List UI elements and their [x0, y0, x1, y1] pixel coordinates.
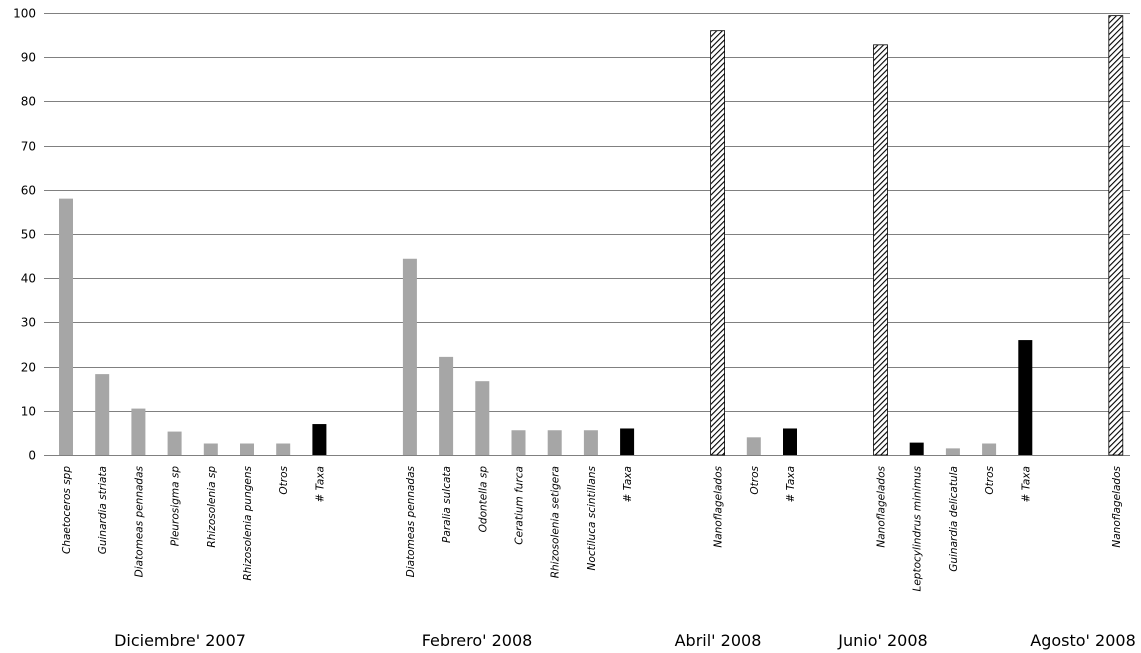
- y-tick-label: 50: [21, 228, 36, 242]
- category-label: Odontella sp: [477, 466, 489, 533]
- bar-0-1: [95, 374, 110, 455]
- category-label: # Taxa: [785, 466, 797, 503]
- bar-2-2: [783, 428, 797, 455]
- bar-2-1: [746, 437, 761, 455]
- y-tick-label: 10: [21, 405, 36, 419]
- y-tick-label: 60: [21, 184, 36, 198]
- category-label: Diatomeas pennadas: [133, 465, 145, 577]
- gridlines: [44, 13, 1130, 456]
- category-labels: Chaetoceros spp Guinardia striata Diatomea…: [61, 465, 1123, 591]
- bar-3-0: [873, 44, 888, 456]
- group-label: Junio' 2008: [837, 631, 927, 650]
- y-tick-label: 70: [21, 140, 36, 154]
- bar-1-0: [402, 258, 417, 455]
- category-label: Guinardia delicatula: [948, 466, 960, 572]
- y-tick-label: 90: [21, 51, 36, 65]
- category-label: Noctiluca scintillans: [586, 465, 598, 570]
- y-tick-label: 30: [21, 316, 36, 330]
- bar-1-4: [547, 430, 562, 455]
- bar-1-5: [583, 430, 598, 455]
- category-label: Paralia sulcata: [441, 466, 453, 543]
- category-label: Ceratium furca: [514, 466, 526, 545]
- bar-0-4: [203, 443, 218, 455]
- category-label: Leptocylindrus minimus: [912, 465, 924, 591]
- category-label: # Taxa: [1020, 466, 1032, 503]
- category-label: # Taxa: [622, 466, 634, 503]
- bar-1-6: [620, 428, 635, 455]
- category-label: Rhizosolenia pungens: [242, 465, 254, 580]
- bar-1-3: [511, 430, 526, 455]
- y-tick-label: 80: [21, 95, 36, 109]
- category-label: Otros: [278, 465, 290, 494]
- group-label: Diciembre' 2007: [114, 631, 246, 650]
- y-tick-label: 20: [21, 361, 36, 375]
- y-axis: 0 10 20 30 40 50 60 70 80 90 100: [13, 7, 36, 463]
- bar-0-5: [240, 443, 254, 455]
- bar-3-3: [982, 443, 997, 455]
- category-label: Nanoflagelados: [1111, 465, 1123, 547]
- bar-3-1: [909, 442, 924, 455]
- bar-2-0: [710, 30, 725, 456]
- bar-0-3: [167, 431, 182, 455]
- group-label: Febrero' 2008: [422, 631, 533, 650]
- y-tick-label: 0: [28, 449, 36, 463]
- bar-1-1: [439, 356, 454, 455]
- category-label: Rhizosolenia setigera: [550, 466, 562, 578]
- category-label: # Taxa: [314, 466, 326, 503]
- group-labels: Diciembre' 2007 Febrero' 2008 Abril' 2008 J…: [114, 631, 1136, 650]
- bars: [59, 15, 1124, 456]
- group-label: Agosto' 2008: [1030, 631, 1136, 650]
- category-label: Chaetoceros spp: [61, 466, 73, 554]
- category-label: Otros: [749, 465, 761, 494]
- category-label: Nanoflagelados: [713, 465, 725, 547]
- bar-3-2: [945, 448, 960, 455]
- category-label: Pleurosigma sp: [170, 466, 182, 547]
- bar-0-7: [312, 424, 327, 455]
- bar-1-2: [475, 381, 490, 455]
- category-label: Guinardia striata: [97, 466, 109, 554]
- bar-0-2: [131, 408, 146, 455]
- y-tick-label: 100: [13, 7, 36, 21]
- bar-3-4: [1018, 340, 1033, 455]
- category-label: Diatomeas pennadas: [405, 465, 417, 577]
- category-label: Otros: [984, 465, 996, 494]
- category-label: Nanoflagelados: [876, 465, 888, 547]
- bar-4-0: [1108, 15, 1124, 456]
- category-label: Rhizosolenia sp: [206, 466, 218, 548]
- bar-0-6: [276, 443, 291, 455]
- group-label: Abril' 2008: [675, 631, 762, 650]
- bar-0-0: [59, 198, 73, 455]
- y-tick-label: 40: [21, 272, 36, 286]
